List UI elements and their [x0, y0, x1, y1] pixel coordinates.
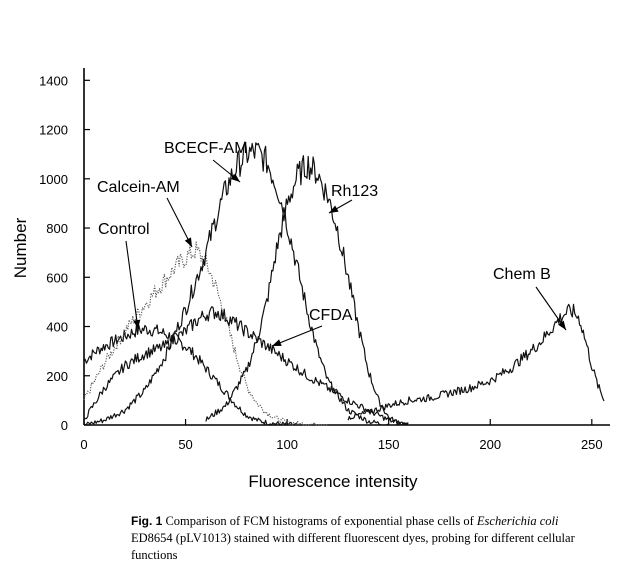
y-tick-label: 1000	[39, 172, 68, 187]
x-tick-label: 150	[378, 437, 400, 452]
y-tick-label: 600	[46, 270, 68, 285]
annotation-label-control: Control	[98, 221, 150, 238]
series-line-cfda	[83, 306, 409, 426]
histogram-chart: 0 50 100 150 200 250 0 200 400 600 800 1000 1200 1400…	[11, 68, 610, 491]
x-tick-label: 0	[80, 437, 87, 452]
y-axis-title: Number	[11, 217, 30, 278]
series-line-calcein-am	[83, 241, 328, 426]
annotation-arrowhead-bcecf-am	[230, 173, 240, 182]
annotation-arrowhead-control	[133, 319, 141, 329]
annotation-arrowhead-chem-b	[558, 320, 566, 330]
y-tick-label: 800	[46, 221, 68, 236]
series-line-control	[83, 324, 298, 426]
figure-caption: Fig. 1 Comparison of FCM histograms of e…	[131, 513, 601, 564]
annotation-label-cfda: CFDA	[309, 307, 353, 324]
annotation-arrowhead-cfda	[272, 339, 282, 346]
x-axis-title: Fluorescence intensity	[248, 472, 418, 491]
annotation-label-chem-b: Chem B	[493, 266, 551, 283]
x-tick-label: 200	[479, 437, 501, 452]
x-tick-label: 50	[178, 437, 192, 452]
caption-fig-label: Fig. 1	[131, 514, 163, 528]
ticks: 0 50 100 150 200 250 0 200 400 600 800 1000 1200 1400	[39, 73, 603, 452]
y-tick-label: 1200	[39, 123, 68, 138]
annotations-group: BCECF-AM Calcein-AM Control Rh123 CFDA Chem B	[97, 140, 567, 347]
caption-species-italic: Escherichia coli	[476, 514, 559, 528]
annotation-arrow-calcein-am	[166, 197, 193, 248]
y-tick-label: 1400	[39, 73, 68, 88]
series-line-chem-b	[347, 303, 605, 421]
x-tick-label: 100	[276, 437, 298, 452]
annotation-arrowhead-calcein-am	[184, 237, 192, 247]
annotation-arrowhead-rh123	[329, 205, 339, 213]
annotation-label-calcein-am: Calcein-AM	[97, 179, 180, 196]
caption-text-before-italic: Comparison of FCM histograms of exponent…	[165, 514, 477, 528]
series-group	[83, 141, 605, 426]
x-tick-label: 250	[581, 437, 603, 452]
y-tick-label: 0	[61, 418, 68, 433]
series-line-rh123	[205, 155, 409, 426]
y-tick-label: 400	[46, 320, 68, 335]
annotation-arrow-control	[125, 240, 139, 330]
caption-text-after-italic: ED8654 (pLV1013) stained with different …	[131, 531, 575, 562]
annotation-label-rh123: Rh123	[331, 183, 378, 200]
annotation-label-bcecf-am: BCECF-AM	[164, 140, 248, 157]
axes	[83, 68, 610, 426]
y-tick-label: 200	[46, 369, 68, 384]
